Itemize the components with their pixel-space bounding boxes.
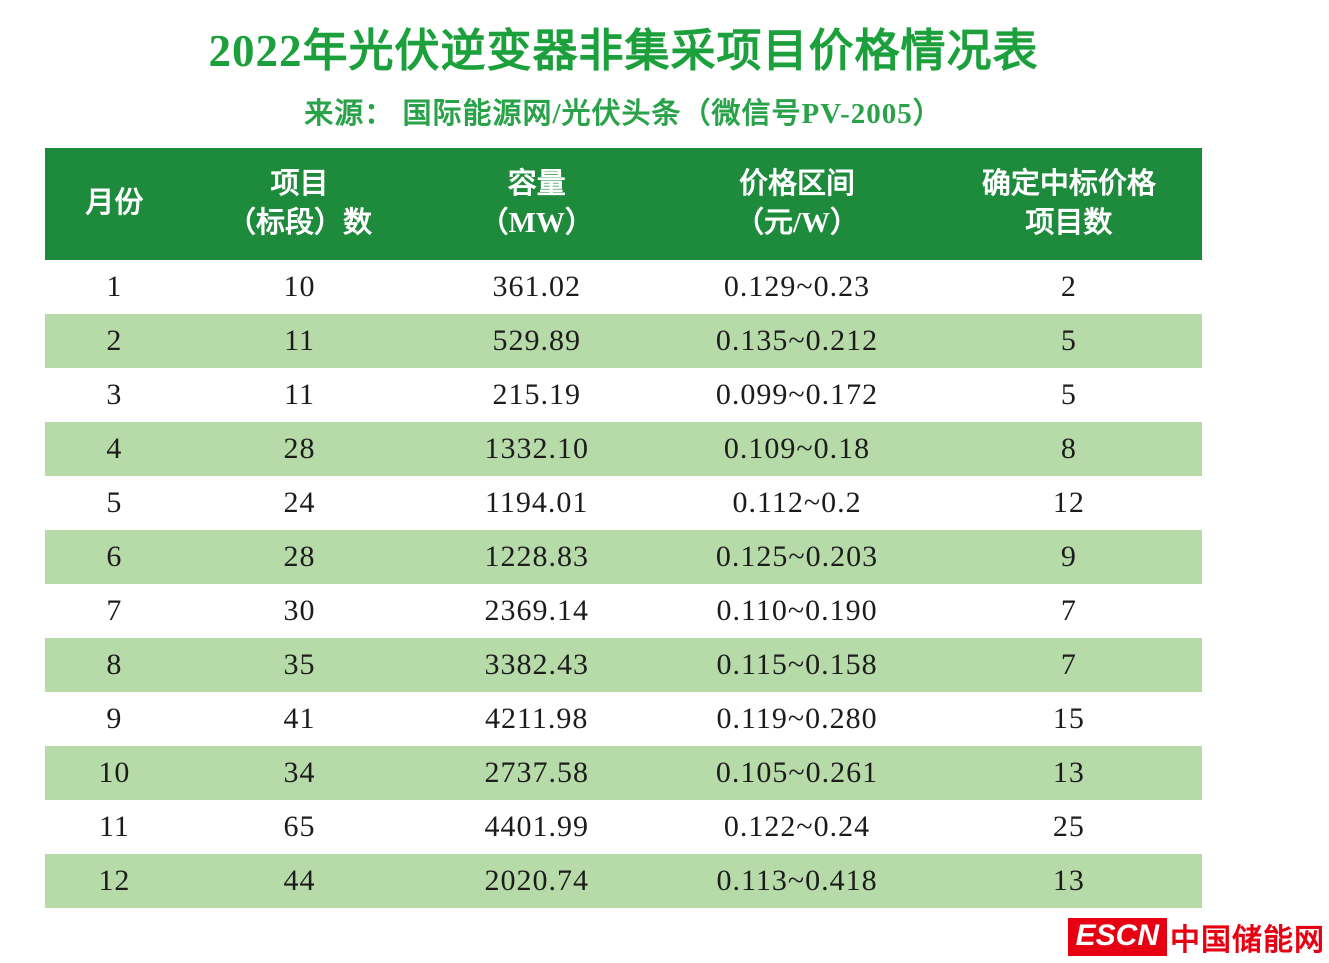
cell-awarded-count: 5 <box>935 314 1202 368</box>
cell-price-range: 0.110~0.190 <box>716 594 878 627</box>
table-row: 12 44 2020.74 0.113~0.418 13 <box>45 854 1202 908</box>
page-title: 2022年光伏逆变器非集采项目价格情况表 <box>208 26 1039 76</box>
cell-month: 2 <box>45 314 184 368</box>
cell-price-range: 0.125~0.203 <box>658 530 936 584</box>
header-price-range-line2: （元/W） <box>734 207 860 239</box>
cell-capacity: 2369.14 <box>484 594 589 627</box>
cell-awarded-count: 5 <box>1060 378 1077 411</box>
price-table: 月份 项目 （标段）数 容量 （MW） 价格区间 （元/W） 确定中标价格 <box>45 148 1202 908</box>
escn-logo-mark: ESCN <box>1067 918 1167 956</box>
cell-awarded-count: 13 <box>935 854 1202 908</box>
cell-awarded-count: 9 <box>935 530 1202 584</box>
cell-month: 1 <box>106 270 123 303</box>
cell-price-range: 0.119~0.280 <box>716 702 878 735</box>
table-row: 10 34 2737.58 0.105~0.261 13 <box>45 746 1202 800</box>
cell-awarded-count: 7 <box>935 638 1202 692</box>
header-project-count-line2: （标段）数 <box>227 207 373 239</box>
table-row: 7 30 2369.14 0.110~0.190 7 <box>45 584 1202 638</box>
header-price-range: 价格区间 （元/W） <box>658 148 936 260</box>
header-month: 月份 <box>45 148 184 260</box>
table-row: 3 11 215.19 0.099~0.172 5 <box>45 368 1202 422</box>
table-row: 4 28 1332.10 0.109~0.18 8 <box>45 422 1202 476</box>
table-row: 8 35 3382.43 0.115~0.158 7 <box>45 638 1202 692</box>
cell-month: 12 <box>45 854 184 908</box>
header-capacity-line2: （MW） <box>479 207 594 239</box>
table-row: 2 11 529.89 0.135~0.212 5 <box>45 314 1202 368</box>
cell-capacity: 4211.98 <box>485 702 589 735</box>
header-awarded-count-line1: 确定中标价格 <box>981 167 1156 200</box>
cell-month: 4 <box>45 422 184 476</box>
table-row: 1 10 361.02 0.129~0.23 2 <box>45 260 1202 314</box>
cell-month: 5 <box>106 486 123 519</box>
header-price-range-line1: 价格区间 <box>739 167 856 200</box>
cell-project-count: 28 <box>183 422 416 476</box>
cell-awarded-count: 2 <box>1060 270 1077 303</box>
cell-awarded-count: 25 <box>1052 810 1085 843</box>
header-capacity-line1: 容量 <box>507 167 566 200</box>
cell-project-count: 44 <box>183 854 416 908</box>
cell-project-count: 24 <box>283 486 316 519</box>
cell-month: 3 <box>106 378 123 411</box>
cell-project-count: 34 <box>183 746 416 800</box>
cell-month: 9 <box>106 702 123 735</box>
cell-month: 8 <box>45 638 184 692</box>
cell-awarded-count: 7 <box>1060 594 1077 627</box>
cell-awarded-count: 8 <box>935 422 1202 476</box>
cell-project-count: 10 <box>283 270 316 303</box>
cell-capacity: 1194.01 <box>485 486 589 519</box>
escn-logo: ESCN 中国储能网 <box>1067 915 1325 959</box>
cell-capacity: 2737.58 <box>415 746 659 800</box>
cell-capacity: 2020.74 <box>415 854 659 908</box>
cell-month: 11 <box>98 810 130 843</box>
cell-price-range: 0.112~0.2 <box>732 486 862 519</box>
header-month-line1: 月份 <box>85 187 144 220</box>
cell-project-count: 11 <box>284 378 315 411</box>
table-header: 月份 项目 （标段）数 容量 （MW） 价格区间 （元/W） 确定中标价格 <box>45 148 1202 260</box>
cell-capacity: 1228.83 <box>415 530 659 584</box>
cell-project-count: 30 <box>283 594 316 627</box>
cell-month: 7 <box>106 594 123 627</box>
header-awarded-count: 确定中标价格 项目数 <box>935 148 1202 260</box>
table-body: 1 10 361.02 0.129~0.23 2 2 11 529.89 0.1… <box>45 260 1202 908</box>
cell-price-range: 0.113~0.418 <box>658 854 936 908</box>
cell-month: 10 <box>45 746 184 800</box>
cell-price-range: 0.122~0.24 <box>723 810 871 843</box>
cell-price-range: 0.115~0.158 <box>658 638 936 692</box>
header-row: 月份 项目 （标段）数 容量 （MW） 价格区间 （元/W） 确定中标价格 <box>45 148 1202 260</box>
cell-capacity: 3382.43 <box>415 638 659 692</box>
header-project-count: 项目 （标段）数 <box>183 148 416 260</box>
cell-capacity: 529.89 <box>415 314 659 368</box>
cell-project-count: 11 <box>183 314 416 368</box>
cell-capacity: 361.02 <box>492 270 581 303</box>
cell-price-range: 0.105~0.261 <box>658 746 936 800</box>
table-row: 9 41 4211.98 0.119~0.280 15 <box>45 692 1202 746</box>
cell-price-range: 0.135~0.212 <box>658 314 936 368</box>
cell-project-count: 35 <box>183 638 416 692</box>
cell-capacity: 215.19 <box>492 378 581 411</box>
cell-project-count: 65 <box>283 810 316 843</box>
table-row: 6 28 1228.83 0.125~0.203 9 <box>45 530 1202 584</box>
cell-awarded-count: 15 <box>1052 702 1085 735</box>
cell-month: 6 <box>45 530 184 584</box>
table-row: 5 24 1194.01 0.112~0.2 12 <box>45 476 1202 530</box>
cell-price-range: 0.109~0.18 <box>658 422 936 476</box>
cell-capacity: 1332.10 <box>415 422 659 476</box>
cell-project-count: 28 <box>183 530 416 584</box>
escn-logo-text: 中国储能网 <box>1170 924 1325 957</box>
cell-awarded-count: 13 <box>935 746 1202 800</box>
table-row: 11 65 4401.99 0.122~0.24 25 <box>45 800 1202 854</box>
cell-price-range: 0.099~0.172 <box>715 378 879 411</box>
cell-awarded-count: 12 <box>1052 486 1085 519</box>
header-project-count-line1: 项目 <box>270 167 329 200</box>
cell-capacity: 4401.99 <box>484 810 589 843</box>
cell-price-range: 0.129~0.23 <box>723 270 871 303</box>
header-capacity: 容量 （MW） <box>415 148 659 260</box>
header-awarded-count-line2: 项目数 <box>1025 207 1113 239</box>
source-subtitle: 来源： 国际能源网/光伏头条（微信号PV-2005） <box>304 97 943 130</box>
cell-project-count: 41 <box>283 702 316 735</box>
